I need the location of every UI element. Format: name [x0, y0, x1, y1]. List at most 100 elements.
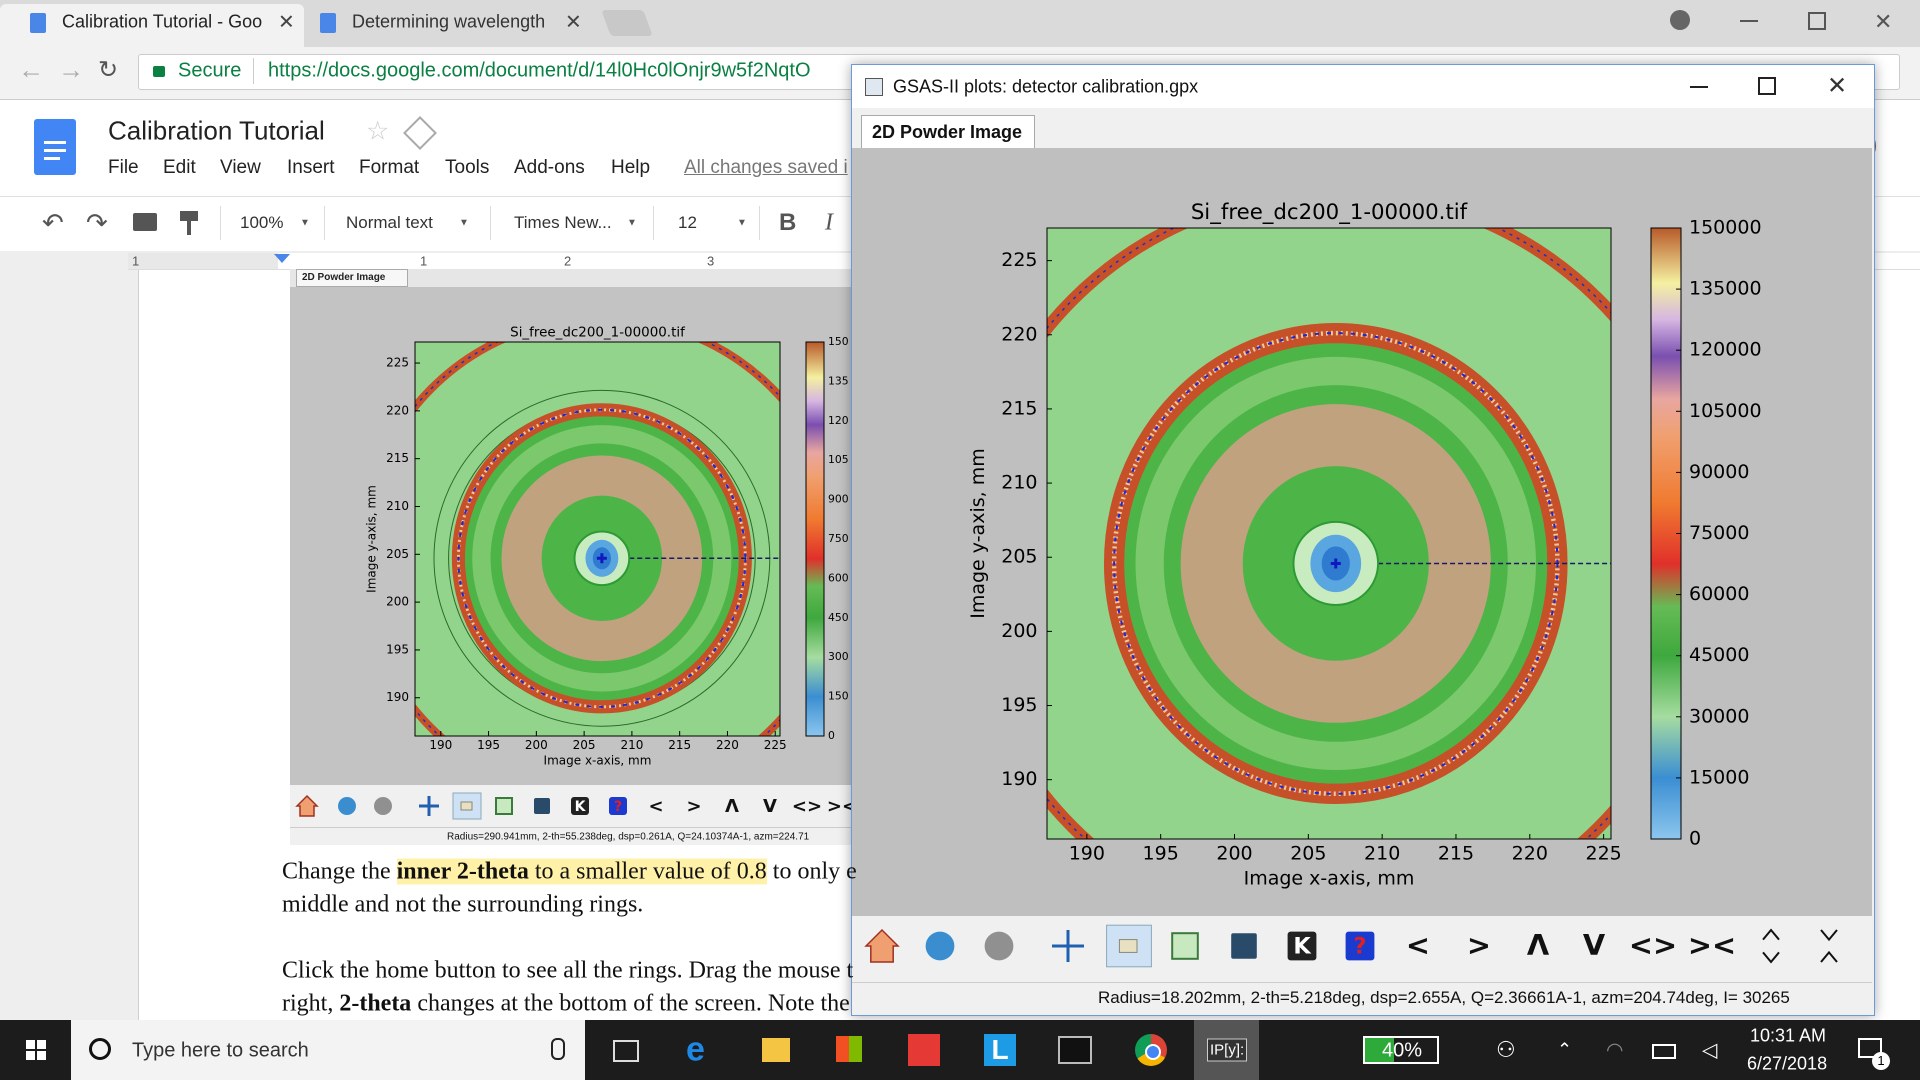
minimize[interactable]	[1690, 86, 1708, 88]
battery-meter[interactable]	[1363, 1036, 1439, 1064]
toolbar-button[interactable]: Λ	[1527, 928, 1550, 962]
italic-button[interactable]: I	[825, 209, 833, 236]
menu-item[interactable]: File	[108, 157, 139, 178]
minimize[interactable]	[1740, 20, 1758, 22]
gsas-tab[interactable]: 2D Powder Image	[861, 115, 1035, 148]
terminal-icon[interactable]	[1058, 1036, 1092, 1064]
mic-icon[interactable]	[551, 1038, 565, 1060]
toolbar-button[interactable]: ?	[1354, 934, 1367, 960]
toolbar-button[interactable]: V	[1583, 928, 1606, 962]
url[interactable]: https://docs.google.com/document/d/14l0H…	[268, 59, 811, 82]
tab-active[interactable]	[0, 4, 304, 47]
back-button[interactable]	[925, 931, 955, 961]
toolbar-button[interactable]: K	[575, 799, 587, 815]
volume-icon[interactable]: ◁	[1702, 1039, 1718, 1062]
app-l-icon[interactable]: L	[984, 1034, 1016, 1066]
pan-button[interactable]	[1052, 930, 1084, 962]
save-button[interactable]	[1231, 933, 1257, 959]
configure-button[interactable]	[1171, 932, 1199, 960]
doc-title[interactable]: Calibration Tutorial	[108, 115, 325, 146]
forward[interactable]: →	[58, 54, 84, 85]
back[interactable]: ←	[18, 54, 44, 85]
power-icon[interactable]	[1652, 1044, 1676, 1059]
menu-item[interactable]: Edit	[163, 157, 196, 178]
clock-date[interactable]: 6/27/2018	[1747, 1053, 1828, 1074]
text-run: 2-theta	[339, 990, 412, 1017]
save-status[interactable]: All changes saved i	[684, 157, 848, 178]
undo[interactable]: ↶	[42, 207, 64, 238]
style-select[interactable]: Normal text	[346, 213, 433, 232]
print[interactable]	[133, 213, 157, 231]
home-button[interactable]	[295, 794, 319, 817]
indent-marker[interactable]	[274, 254, 290, 263]
doc-line: middle and not the surrounding rings.	[282, 892, 643, 919]
task-view[interactable]	[613, 1040, 639, 1062]
zoom[interactable]: 100%	[240, 213, 284, 232]
dropdown[interactable]: ▼	[459, 217, 469, 229]
toolbar-button[interactable]: Λ	[725, 796, 739, 817]
font-select[interactable]: Times New...	[514, 213, 612, 232]
bold-button[interactable]: B	[779, 209, 797, 236]
explorer-icon[interactable]	[762, 1038, 790, 1062]
configure-button[interactable]	[495, 797, 513, 815]
people-icon[interactable]: ⚇	[1496, 1037, 1516, 1062]
menu-item[interactable]: View	[220, 157, 261, 178]
maximize[interactable]	[1758, 77, 1776, 95]
action-center[interactable]	[1858, 1038, 1882, 1058]
tab-title[interactable]: Determining wavelength	[352, 11, 546, 32]
expand-vertical[interactable]	[1762, 928, 1780, 964]
menu-item[interactable]: Format	[359, 157, 420, 178]
menu-item[interactable]: Help	[611, 157, 651, 178]
toolbar-button[interactable]: <>	[1629, 928, 1677, 962]
y-axis-label: Image y-axis, mm	[967, 448, 989, 618]
pan-button[interactable]	[419, 796, 439, 816]
restore[interactable]	[1808, 12, 1826, 30]
app-icon[interactable]	[908, 1034, 940, 1066]
size-select[interactable]: 12	[678, 213, 697, 232]
shrink-vertical[interactable]	[1820, 929, 1838, 963]
tray-chevron[interactable]: ⌃	[1557, 1039, 1573, 1060]
store-icon[interactable]	[836, 1036, 862, 1062]
zoom-button[interactable]	[452, 792, 482, 820]
search-box[interactable]	[71, 1020, 585, 1080]
dropdown[interactable]: ▼	[737, 217, 747, 229]
save-button[interactable]	[534, 798, 550, 814]
home-button[interactable]	[864, 928, 900, 963]
menu-item[interactable]: Insert	[287, 157, 335, 178]
toolbar-button[interactable]: ><	[1688, 928, 1736, 962]
y-tick-label: 220	[1001, 323, 1037, 345]
start-button[interactable]	[26, 1040, 35, 1049]
toolbar-button[interactable]: K	[1293, 934, 1312, 960]
toolbar-button[interactable]: <	[1406, 928, 1430, 962]
toolbar-button[interactable]: ?	[614, 799, 622, 815]
toolbar-button[interactable]: >	[1467, 928, 1491, 962]
toolbar-button[interactable]: ><	[827, 796, 857, 817]
toolbar-button[interactable]: >	[686, 796, 701, 817]
back-button[interactable]	[338, 797, 356, 815]
reload[interactable]: ↻	[98, 56, 119, 84]
redo[interactable]: ↷	[86, 207, 108, 238]
paint-format[interactable]	[180, 211, 198, 221]
toolbar-button[interactable]: <	[648, 796, 663, 817]
search-placeholder[interactable]: Type here to search	[132, 1039, 309, 1062]
menu-item[interactable]: Add-ons	[514, 157, 585, 178]
close[interactable]: ✕	[1874, 9, 1893, 34]
clock-time[interactable]: 10:31 AM	[1750, 1025, 1827, 1046]
toolbar-button[interactable]: V	[763, 796, 777, 817]
forward-button[interactable]	[984, 931, 1014, 961]
tab-close[interactable]: ✕	[278, 11, 295, 34]
star[interactable]: ☆	[366, 115, 390, 146]
ruler-margin	[128, 253, 278, 269]
docs-logo[interactable]	[34, 119, 76, 175]
edge-icon[interactable]: e	[686, 1030, 705, 1069]
toolbar-button[interactable]: <>	[792, 796, 822, 817]
dropdown[interactable]: ▼	[300, 217, 310, 229]
profile-icon[interactable]	[1670, 10, 1690, 30]
y-tick-label: 215	[1001, 397, 1037, 419]
wifi-icon[interactable]: ◠	[1606, 1039, 1624, 1062]
dropdown[interactable]: ▼	[627, 217, 637, 229]
tab-close[interactable]: ✕	[565, 11, 582, 34]
close[interactable]: ✕	[1827, 72, 1848, 100]
forward-button[interactable]	[374, 797, 392, 815]
menu-item[interactable]: Tools	[445, 157, 490, 178]
